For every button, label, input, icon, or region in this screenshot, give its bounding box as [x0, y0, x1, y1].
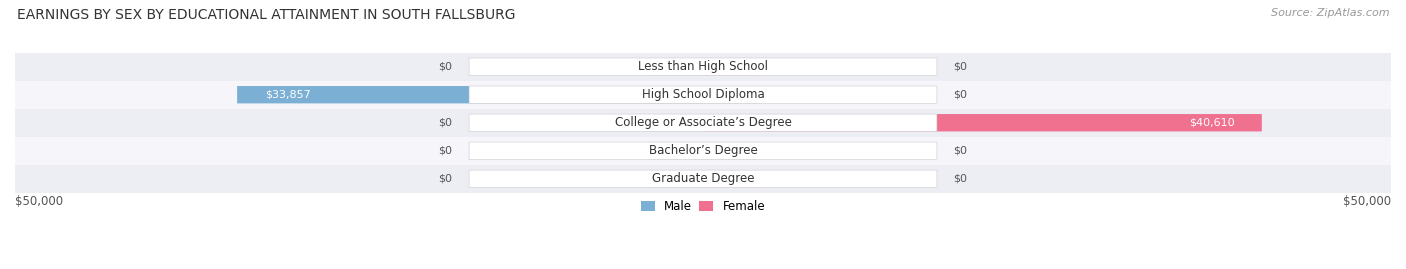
FancyBboxPatch shape: [703, 86, 758, 103]
Text: $40,610: $40,610: [1188, 118, 1234, 128]
Text: College or Associate’s Degree: College or Associate’s Degree: [614, 116, 792, 129]
Text: $0: $0: [439, 118, 453, 128]
FancyBboxPatch shape: [648, 58, 703, 75]
FancyBboxPatch shape: [703, 58, 758, 75]
Legend: Male, Female: Male, Female: [636, 195, 770, 218]
Text: $0: $0: [953, 146, 967, 156]
Bar: [15, 53, 1391, 81]
FancyBboxPatch shape: [470, 58, 936, 75]
Text: High School Diploma: High School Diploma: [641, 88, 765, 101]
FancyBboxPatch shape: [470, 86, 936, 103]
FancyBboxPatch shape: [648, 142, 703, 160]
Bar: [15, 137, 1391, 165]
Text: $0: $0: [953, 62, 967, 72]
FancyBboxPatch shape: [238, 86, 703, 103]
FancyBboxPatch shape: [648, 170, 703, 187]
Text: $33,857: $33,857: [264, 90, 311, 100]
Bar: [15, 165, 1391, 193]
Text: $0: $0: [439, 174, 453, 184]
FancyBboxPatch shape: [703, 114, 1261, 132]
Text: Source: ZipAtlas.com: Source: ZipAtlas.com: [1271, 8, 1389, 18]
Text: $50,000: $50,000: [15, 195, 63, 208]
Text: EARNINGS BY SEX BY EDUCATIONAL ATTAINMENT IN SOUTH FALLSBURG: EARNINGS BY SEX BY EDUCATIONAL ATTAINMEN…: [17, 8, 516, 22]
Bar: [15, 81, 1391, 109]
Text: $0: $0: [439, 146, 453, 156]
Text: Graduate Degree: Graduate Degree: [652, 172, 754, 185]
FancyBboxPatch shape: [703, 142, 758, 160]
Text: $0: $0: [953, 90, 967, 100]
Text: $0: $0: [439, 62, 453, 72]
FancyBboxPatch shape: [470, 114, 936, 132]
FancyBboxPatch shape: [703, 170, 758, 187]
Text: Less than High School: Less than High School: [638, 60, 768, 73]
Text: Bachelor’s Degree: Bachelor’s Degree: [648, 144, 758, 157]
Text: $50,000: $50,000: [1343, 195, 1391, 208]
FancyBboxPatch shape: [470, 142, 936, 160]
FancyBboxPatch shape: [470, 170, 936, 187]
Bar: [15, 109, 1391, 137]
Text: $0: $0: [953, 174, 967, 184]
FancyBboxPatch shape: [648, 114, 703, 132]
